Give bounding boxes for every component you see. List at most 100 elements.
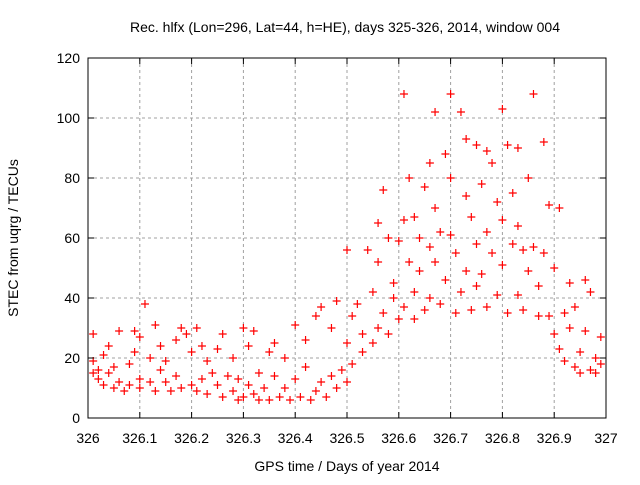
data-point — [596, 360, 605, 368]
data-point — [431, 204, 440, 212]
data-point — [374, 258, 383, 266]
y-axis-label: STEC from uqrg / TECUs — [5, 159, 21, 317]
data-point — [280, 354, 289, 362]
data-point — [327, 372, 336, 380]
data-point — [109, 363, 118, 371]
data-point — [218, 393, 227, 401]
data-point — [529, 90, 538, 98]
data-point — [586, 366, 595, 374]
data-point — [374, 219, 383, 227]
data-point — [560, 357, 569, 365]
data-point — [254, 396, 263, 404]
data-point — [229, 387, 238, 395]
data-point — [203, 357, 212, 365]
x-tick-label: 326.1 — [122, 430, 157, 446]
data-point — [89, 369, 98, 377]
data-point — [555, 345, 564, 353]
data-point — [384, 330, 393, 338]
x-axis-ticks: 326 326.1 326.2 326.3 326.4 326.5 326.6 326.7 32… — [76, 58, 618, 446]
data-point — [591, 354, 600, 362]
data-point — [187, 381, 196, 389]
data-point — [249, 327, 258, 335]
data-point — [161, 378, 170, 386]
data-point — [482, 303, 491, 311]
data-point — [260, 384, 269, 392]
data-point — [130, 327, 139, 335]
data-point — [446, 90, 455, 98]
x-tick-label: 326.6 — [381, 430, 416, 446]
data-point — [234, 396, 243, 404]
data-point — [446, 231, 455, 239]
data-point — [140, 300, 149, 308]
data-point — [436, 228, 445, 236]
data-point — [415, 267, 424, 275]
data-point — [451, 309, 460, 317]
data-point — [275, 393, 284, 401]
data-point — [415, 234, 424, 242]
data-point — [425, 294, 434, 302]
data-point — [519, 306, 528, 314]
data-point — [99, 381, 108, 389]
data-point — [425, 159, 434, 167]
data-point — [177, 324, 186, 332]
data-point — [368, 288, 377, 296]
data-point — [109, 384, 118, 392]
y-tick-label: 60 — [64, 230, 80, 246]
data-point — [374, 324, 383, 332]
data-point — [296, 393, 305, 401]
data-point — [187, 348, 196, 356]
data-point — [394, 315, 403, 323]
data-point — [560, 309, 569, 317]
data-point — [156, 366, 165, 374]
data-point — [581, 327, 590, 335]
data-point — [379, 186, 388, 194]
data-point — [389, 279, 398, 287]
data-point — [482, 147, 491, 155]
data-point — [467, 213, 476, 221]
data-point — [301, 336, 310, 344]
data-point — [239, 324, 248, 332]
y-tick-label: 80 — [64, 170, 80, 186]
data-point — [513, 144, 522, 152]
data-point — [213, 345, 222, 353]
data-point — [456, 288, 465, 296]
data-point — [291, 321, 300, 329]
data-point — [508, 189, 517, 197]
data-point — [151, 321, 160, 329]
data-point — [146, 354, 155, 362]
data-point — [120, 387, 129, 395]
data-point — [317, 303, 326, 311]
data-point — [596, 333, 605, 341]
data-point — [534, 312, 543, 320]
data-point — [550, 264, 559, 272]
data-point — [234, 375, 243, 383]
data-point — [477, 270, 486, 278]
data-point — [192, 387, 201, 395]
data-point — [172, 372, 181, 380]
data-point — [286, 396, 295, 404]
data-point — [146, 378, 155, 386]
data-point — [125, 381, 134, 389]
data-point — [94, 375, 103, 383]
data-point — [477, 180, 486, 188]
data-point — [405, 174, 414, 182]
data-point — [581, 276, 590, 284]
data-point — [384, 234, 393, 242]
data-point — [89, 330, 98, 338]
x-tick-label: 326.7 — [433, 430, 468, 446]
data-point — [545, 201, 554, 209]
data-point — [529, 243, 538, 251]
data-point — [498, 261, 507, 269]
data-point — [182, 330, 191, 338]
y-tick-label: 40 — [64, 290, 80, 306]
data-point — [291, 375, 300, 383]
x-tick-label: 326 — [76, 430, 100, 446]
data-point — [197, 342, 206, 350]
data-point — [115, 327, 124, 335]
data-point — [472, 141, 481, 149]
data-point — [229, 354, 238, 362]
data-point — [493, 291, 502, 299]
data-point — [244, 342, 253, 350]
data-point — [358, 348, 367, 356]
